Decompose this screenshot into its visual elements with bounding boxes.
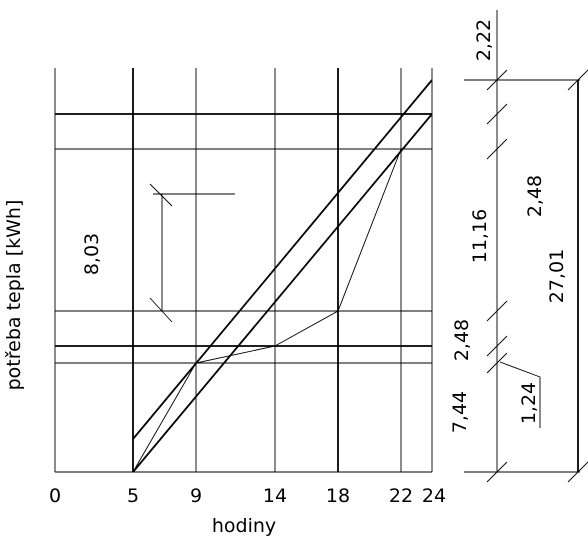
x-axis-label: hodiny: [212, 515, 276, 537]
y-axis-label: potřeba tepla [kWh]: [3, 200, 25, 391]
dim-label: 2,48: [524, 175, 546, 217]
x-tick-label: 9: [190, 485, 202, 507]
dim-label: 27,01: [546, 249, 568, 303]
dim-label: 11,16: [469, 209, 491, 263]
x-tick-labels: 0 5 9 14 18 22 24: [49, 485, 446, 507]
dim-total-tick-top: [567, 69, 588, 91]
x-tick-label: 18: [326, 485, 350, 507]
dim-tick: [486, 335, 508, 357]
dim-tick: [486, 138, 508, 160]
dim-tick: [486, 461, 508, 483]
inner-dim-tick-bottom: [149, 297, 173, 323]
x-tick-label: 22: [389, 485, 413, 507]
dim-label: 7,44: [449, 391, 471, 433]
x-tick-label: 0: [49, 485, 61, 507]
x-tick-label: 5: [127, 485, 139, 507]
x-tick-label: 24: [422, 485, 446, 507]
x-tick-label: 14: [263, 485, 287, 507]
inner-dim-tick-top: [149, 183, 173, 207]
dim-label: 1,24: [518, 382, 540, 424]
curves: [132, 79, 433, 473]
leader-1-24: [499, 361, 541, 428]
dim-tick: [486, 69, 508, 91]
dimension-chain: [464, 10, 588, 483]
dimension-labels: 2,22 11,16 2,48 2,48 27,01 7,44 1,24: [449, 19, 568, 433]
plot-grid: [54, 68, 433, 473]
dim-tick: [486, 352, 508, 374]
dim-label: 2,48: [451, 319, 473, 361]
inner-value-label: 8,03: [81, 233, 103, 275]
demand-curve: [132, 148, 402, 473]
supply-line-lower: [132, 113, 433, 473]
supply-line-upper: [132, 79, 433, 440]
dim-tick: [486, 300, 508, 322]
dim-total-tick-bottom: [567, 461, 588, 483]
dim-label: 2,22: [473, 19, 495, 61]
dim-tick: [486, 103, 508, 125]
inner-dimension: [149, 183, 235, 323]
